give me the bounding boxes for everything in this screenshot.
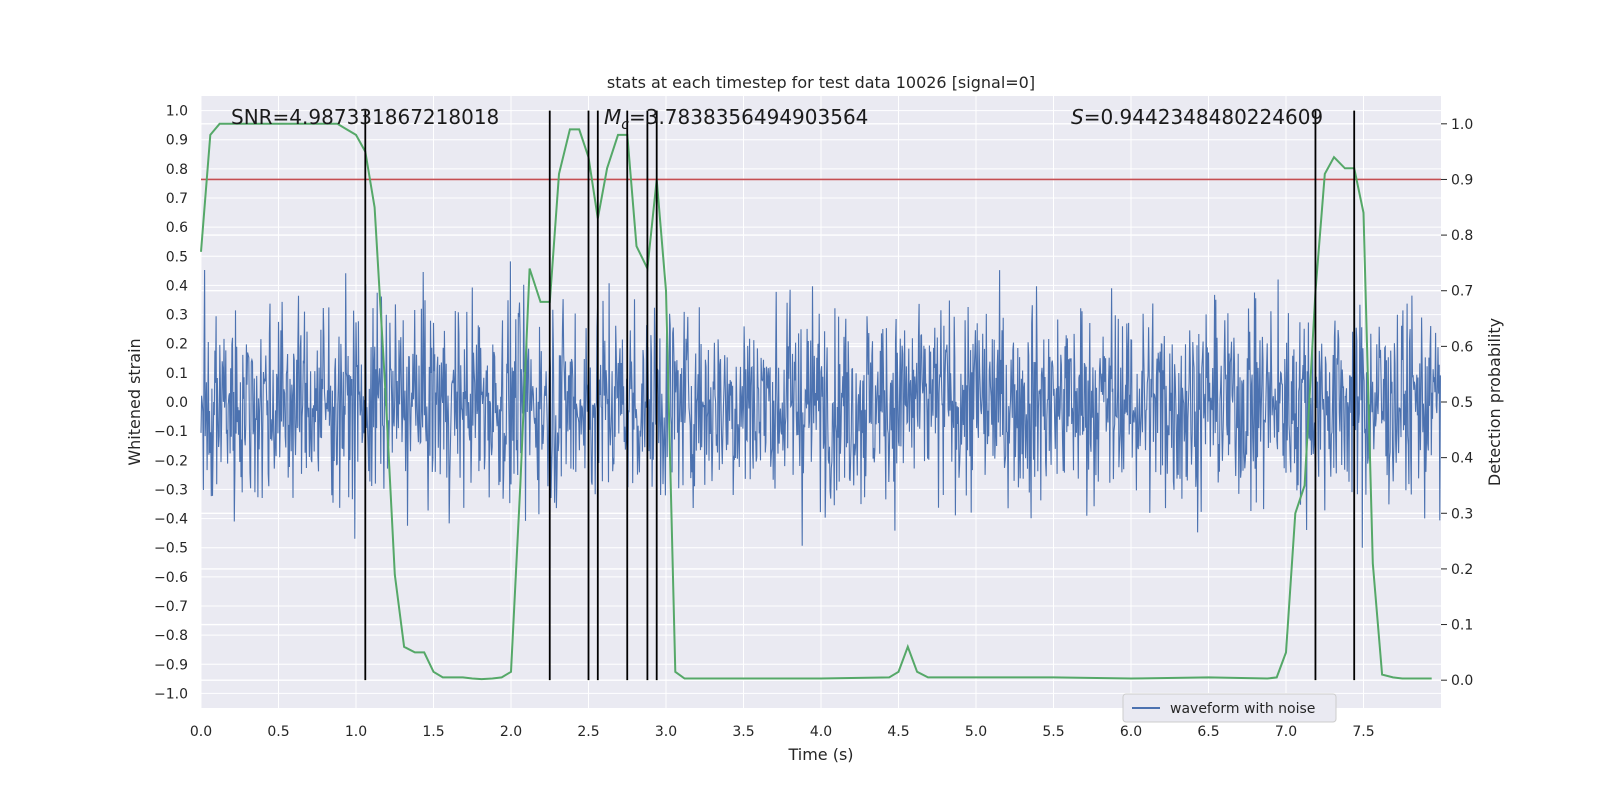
y-right-tick-label-10: 1.0: [1451, 117, 1473, 133]
y-right-tick-label-3: 0.3: [1451, 506, 1473, 522]
y-right-tick-label-6: 0.6: [1451, 339, 1473, 355]
mc-annotation: Mc=3.7838356494903564: [604, 105, 868, 133]
y-right-tick-label-0: 0.0: [1451, 673, 1473, 689]
y-left-tick-label-8: 0.2: [166, 337, 188, 353]
y-left-tick-label-2: 0.8: [166, 162, 188, 178]
x-tick-label-7: 3.5: [732, 724, 754, 740]
y-right-tick-label-7: 0.7: [1451, 284, 1473, 300]
y-left-tick-label-0: 1.0: [166, 104, 188, 120]
x-tick-label-9: 4.5: [887, 724, 909, 740]
y-left-tick-label-20: −1.0: [154, 686, 188, 702]
y-left-tick-label-13: −0.3: [154, 482, 188, 498]
waveform-series: [200, 261, 1441, 548]
waveform-line: [200, 261, 1441, 548]
x-ticks: 0.0 0.5 1.0 1.5 2.0 2.5 3.0 3.5 4.0 4.5 5.0 5.5 6.0 6…: [190, 724, 1375, 740]
x-tick-label-0: 0.0: [190, 724, 212, 740]
y-right-ticks: 0.0 0.1 0.2 0.3 0.4 0.5 0.6 0.7 0.8 0.9 1.0: [1441, 117, 1473, 689]
x-tick-label-8: 4.0: [810, 724, 832, 740]
x-tick-label-3: 1.5: [422, 724, 444, 740]
s-value: =0.9442348480224609: [1084, 105, 1323, 129]
y-left-tick-label-3: 0.7: [166, 191, 188, 207]
y-right-tick-label-8: 0.8: [1451, 228, 1473, 244]
snr-annotation: SNR=4.987331867218018: [231, 105, 499, 129]
y-right-tick-label-2: 0.2: [1451, 562, 1473, 578]
x-tick-label-4: 2.0: [500, 724, 522, 740]
y-left-tick-label-1: 0.9: [166, 133, 188, 149]
x-tick-label-5: 2.5: [577, 724, 599, 740]
mc-subscript: c: [621, 117, 629, 133]
y-right-tick-label-5: 0.5: [1451, 395, 1473, 411]
vlines: [364, 110, 1356, 681]
y-left-ticks: 1.0 0.9 0.8 0.7 0.6 0.5 0.4 0.3 0.2 0.1 0.0 −0.1 −0.…: [154, 104, 188, 703]
y-left-tick-label-9: 0.1: [166, 366, 188, 382]
y-left-tick-label-14: −0.4: [154, 512, 188, 528]
y-left-tick-label-7: 0.3: [166, 308, 188, 324]
y-left-tick-label-12: −0.2: [154, 453, 188, 469]
y-left-tick-label-6: 0.4: [166, 278, 188, 294]
chart-title: stats at each timestep for test data 100…: [607, 73, 1035, 92]
y-left-tick-label-5: 0.5: [166, 249, 188, 265]
x-axis-label: Time (s): [787, 745, 853, 764]
s-annotation: S=0.9442348480224609: [1071, 105, 1323, 129]
y-left-tick-label-18: −0.8: [154, 628, 188, 644]
x-tick-label-13: 6.5: [1197, 724, 1219, 740]
x-tick-label-1: 0.5: [267, 724, 289, 740]
y-right-tick-label-1: 0.1: [1451, 618, 1473, 634]
y-left-tick-label-15: −0.5: [154, 541, 188, 557]
y-left-tick-label-17: −0.7: [154, 599, 188, 615]
y-left-axis-label: Whitened strain: [125, 338, 144, 465]
y-right-tick-label-9: 0.9: [1451, 172, 1473, 188]
y-left-tick-label-11: −0.1: [154, 424, 188, 440]
x-tick-label-12: 6.0: [1120, 724, 1142, 740]
s-symbol: S: [1071, 105, 1084, 129]
y-left-tick-label-19: −0.9: [154, 657, 188, 673]
y-right-tick-label-4: 0.4: [1451, 451, 1473, 467]
legend-box: [1122, 693, 1337, 723]
y-left-tick-label-16: −0.6: [154, 570, 188, 586]
legend-waveform-label: waveform with noise: [1170, 701, 1315, 717]
x-tick-label-6: 3.0: [655, 724, 677, 740]
x-tick-label-14: 7.0: [1275, 724, 1297, 740]
y-left-tick-label-4: 0.6: [166, 220, 188, 236]
y-left-tick-label-10: 0.0: [166, 395, 188, 411]
x-tick-label-2: 1.0: [345, 724, 367, 740]
mc-symbol: M: [604, 105, 621, 129]
x-tick-label-10: 5.0: [965, 724, 987, 740]
x-tick-label-15: 7.5: [1352, 724, 1374, 740]
y-right-axis-label: Detection probability: [1485, 318, 1504, 486]
legend: waveform with noise: [1122, 693, 1337, 723]
mc-value: =3.7838356494903564: [629, 105, 868, 129]
x-tick-label-11: 5.5: [1042, 724, 1064, 740]
